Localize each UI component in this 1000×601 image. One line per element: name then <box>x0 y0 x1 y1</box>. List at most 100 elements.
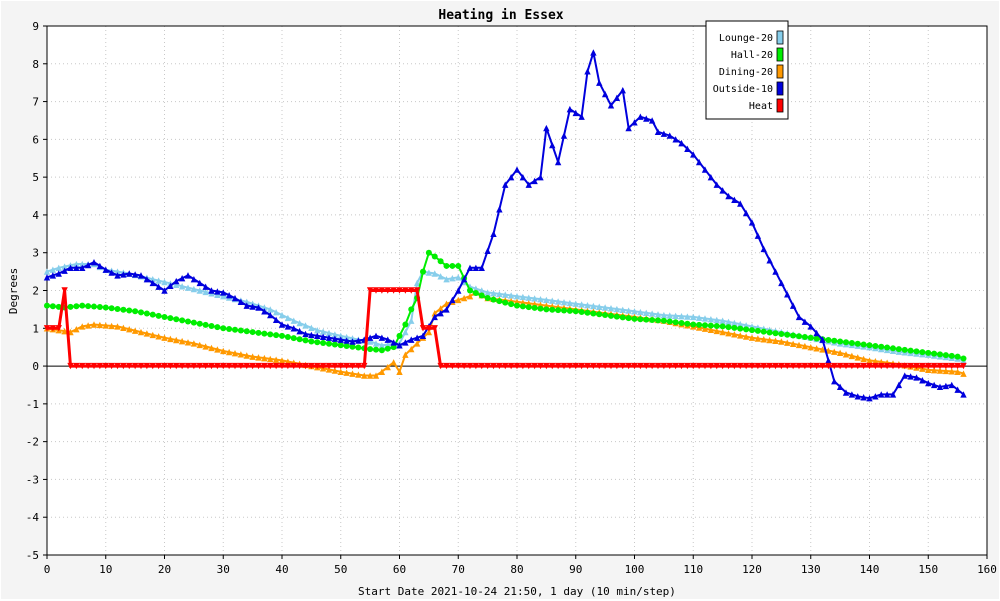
data-point-hall-20 <box>173 316 180 323</box>
data-point-heat <box>390 287 397 294</box>
data-point-hall-20 <box>895 346 902 353</box>
data-point-lounge-20 <box>596 303 603 310</box>
data-point-outside-10 <box>549 141 556 149</box>
series-hall-20 <box>44 249 967 362</box>
data-point-dining-20 <box>361 372 368 379</box>
data-point-heat <box>801 362 809 370</box>
data-point-dining-20 <box>425 328 433 336</box>
data-point-heat <box>267 362 274 370</box>
data-point-hall-20 <box>631 315 638 322</box>
legend-label-heat: Heat <box>749 101 773 112</box>
data-point-dining-20 <box>149 331 156 339</box>
data-point-hall-20 <box>49 303 56 310</box>
y-tick-label: 5 <box>32 171 39 184</box>
data-point-outside-10 <box>719 187 726 194</box>
data-point-hall-20 <box>890 345 896 352</box>
data-point-lounge-20 <box>425 269 433 276</box>
x-tick-label: 160 <box>977 563 997 576</box>
data-point-hall-20 <box>655 317 661 324</box>
data-point-outside-10 <box>913 374 920 381</box>
data-point-hall-20 <box>555 307 562 314</box>
data-point-outside-10 <box>554 158 562 166</box>
data-point-hall-20 <box>866 342 873 349</box>
data-point-heat <box>108 362 115 370</box>
data-point-outside-10 <box>372 332 380 340</box>
data-point-outside-10 <box>525 181 532 188</box>
data-point-outside-10 <box>502 181 509 188</box>
y-tick-label: 6 <box>32 133 39 146</box>
data-point-dining-20 <box>455 296 462 304</box>
data-point-lounge-20 <box>372 340 380 347</box>
series-group <box>43 49 967 402</box>
data-point-heat <box>131 362 139 370</box>
data-point-outside-10 <box>196 279 203 287</box>
data-point-outside-10 <box>872 393 879 400</box>
data-point-dining-20 <box>819 346 826 353</box>
data-point-dining-20 <box>237 351 245 358</box>
data-point-heat <box>572 362 579 370</box>
data-point-heat <box>960 362 967 370</box>
x-axis-label: Start Date 2021-10-24 21:50, 1 day (10 m… <box>358 585 676 598</box>
data-point-dining-20 <box>120 324 127 332</box>
data-point-heat <box>214 362 221 370</box>
data-point-hall-20 <box>337 342 344 349</box>
data-point-heat <box>531 362 538 370</box>
data-point-outside-10 <box>672 136 679 143</box>
data-point-hall-20 <box>420 268 426 275</box>
data-point-outside-10 <box>625 124 632 132</box>
data-point-outside-10 <box>484 247 491 255</box>
data-point-hall-20 <box>707 322 714 329</box>
data-point-heat <box>948 362 955 370</box>
data-point-outside-10 <box>560 132 568 139</box>
data-point-heat <box>754 362 762 370</box>
data-point-heat <box>719 362 726 370</box>
data-point-lounge-20 <box>566 299 574 307</box>
data-point-hall-20 <box>185 318 191 325</box>
data-point-hall-20 <box>255 329 262 336</box>
data-point-lounge-20 <box>560 299 568 306</box>
data-point-heat <box>930 362 938 370</box>
data-point-outside-10 <box>126 270 133 277</box>
data-point-heat <box>825 362 832 370</box>
data-point-outside-10 <box>878 391 885 398</box>
data-point-lounge-20 <box>267 306 274 313</box>
data-point-outside-10 <box>243 302 250 309</box>
data-point-lounge-20 <box>378 342 386 349</box>
data-point-lounge-20 <box>531 295 538 302</box>
data-point-outside-10 <box>478 264 485 272</box>
data-point-hall-20 <box>261 330 268 337</box>
data-point-heat <box>61 287 68 294</box>
data-point-dining-20 <box>801 342 809 350</box>
data-point-hall-20 <box>913 348 920 355</box>
data-point-dining-20 <box>178 337 186 345</box>
data-point-hall-20 <box>872 343 879 350</box>
data-point-outside-10 <box>73 264 80 272</box>
data-point-hall-20 <box>519 303 526 310</box>
data-point-hall-20 <box>925 349 932 356</box>
data-point-dining-20 <box>267 355 274 363</box>
data-point-heat <box>314 362 321 370</box>
data-point-outside-10 <box>490 230 497 238</box>
data-point-lounge-20 <box>443 275 450 283</box>
legend-label-outside-10: Outside-10 <box>713 84 773 95</box>
data-point-heat <box>848 362 856 370</box>
data-point-hall-20 <box>584 309 591 316</box>
data-point-dining-20 <box>460 294 468 302</box>
y-tick-label: 0 <box>32 360 39 373</box>
data-point-dining-20 <box>137 328 145 336</box>
data-point-outside-10 <box>155 283 162 290</box>
data-point-heat <box>560 362 568 370</box>
data-point-lounge-20 <box>178 283 186 290</box>
data-point-hall-20 <box>508 301 515 308</box>
data-point-hall-20 <box>919 349 926 356</box>
data-point-heat <box>813 362 820 370</box>
data-point-dining-20 <box>272 356 280 363</box>
data-point-lounge-20 <box>161 278 168 286</box>
data-point-heat <box>372 287 380 294</box>
data-point-heat <box>543 362 550 370</box>
data-point-outside-10 <box>707 173 715 181</box>
data-point-hall-20 <box>343 343 350 350</box>
data-point-outside-10 <box>278 321 286 328</box>
data-point-lounge-20 <box>413 279 421 287</box>
data-point-lounge-20 <box>202 288 209 296</box>
